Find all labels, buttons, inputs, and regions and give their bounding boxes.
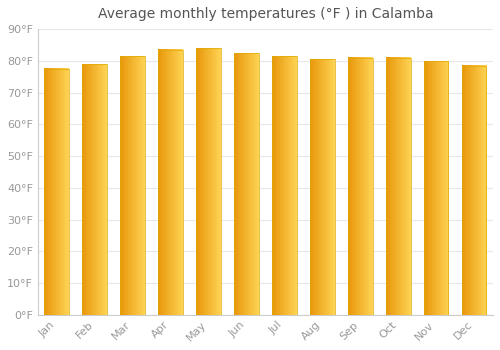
Bar xyxy=(196,48,221,315)
Bar xyxy=(348,58,372,315)
Bar xyxy=(424,61,448,315)
Bar xyxy=(44,69,69,315)
Bar xyxy=(234,53,259,315)
Bar xyxy=(120,56,145,315)
Bar xyxy=(82,64,107,315)
Bar xyxy=(462,65,486,315)
Bar xyxy=(158,50,183,315)
Title: Average monthly temperatures (°F ) in Calamba: Average monthly temperatures (°F ) in Ca… xyxy=(98,7,433,21)
Bar xyxy=(272,56,296,315)
Bar xyxy=(310,59,334,315)
Bar xyxy=(386,58,410,315)
